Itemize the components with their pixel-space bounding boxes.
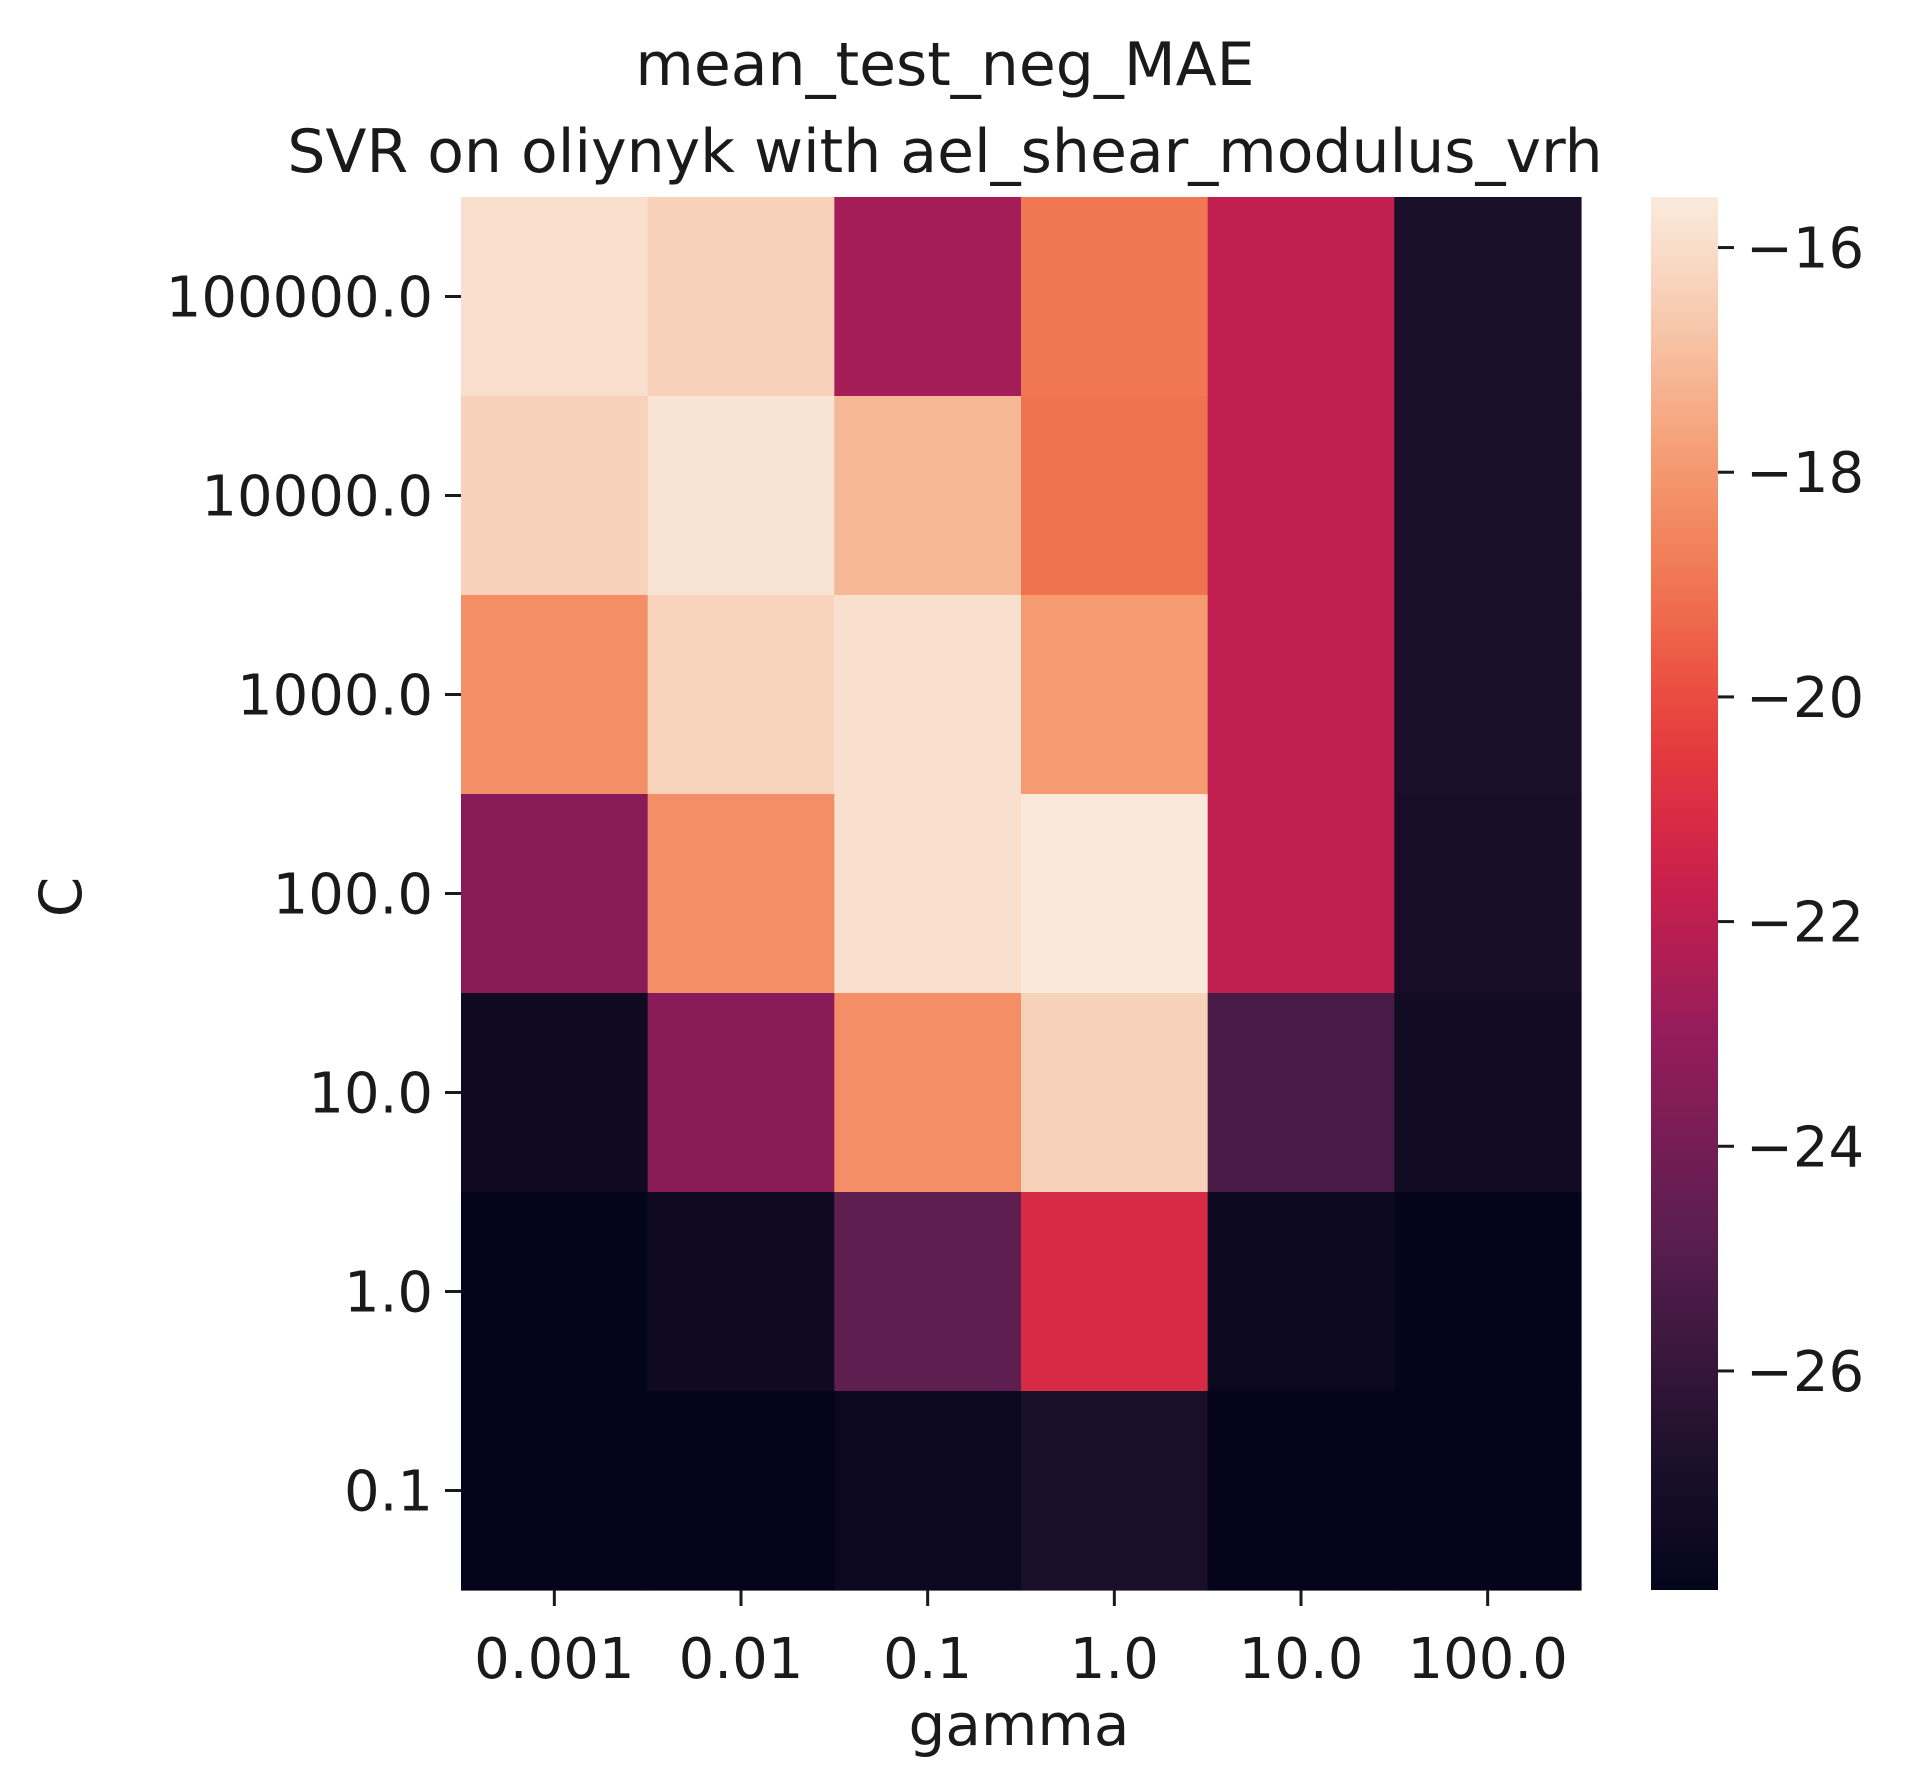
heatmap-cell [834,1192,1022,1392]
heatmap-cell [461,1391,649,1591]
heatmap-cell [1394,993,1582,1193]
heatmap-cell [1394,396,1582,596]
colorbar-ticks: −16 −18 −20 −22 −24 −26 [1718,217,1864,1405]
colorbar-tick-label: −26 [1746,1340,1864,1405]
heatmap-cell [834,993,1022,1193]
colorbar-tick-label: −16 [1746,217,1864,282]
heatmap-cell [1021,197,1209,397]
heatmap-cell [1021,794,1209,994]
x-tick-label: 10.0 [1239,1627,1364,1692]
y-tick-label: 100000.0 [166,266,433,331]
heatmap-cell [1394,1391,1582,1591]
heatmap-cell [1394,197,1582,397]
heatmap-cell [461,993,649,1193]
heatmap-cell [834,396,1022,596]
x-tick-label: 1.0 [1070,1627,1159,1692]
y-axis-label: C [27,877,95,918]
heatmap-cell [834,595,1022,795]
heatmap-cell [1207,595,1395,795]
heatmap-cell [1021,396,1209,596]
colorbar [1651,197,1718,1590]
heatmap-cell [461,794,649,994]
y-tick-label: 1000.0 [237,664,433,729]
heatmap-cell [647,993,835,1193]
heatmap-cell [461,396,649,596]
heatmap-cell [1207,396,1395,596]
heatmap-cell [1207,1391,1395,1591]
heatmap-cell [1207,993,1395,1193]
chart-subtitle: SVR on oliynyk with ael_shear_modulus_vr… [287,117,1602,187]
heatmap-cell [1207,197,1395,397]
heatmap-cell [1021,595,1209,795]
y-tick-label: 1.0 [344,1261,433,1326]
y-tick-label: 100.0 [273,863,433,928]
heatmap-cell [1021,1391,1209,1591]
heatmap-cell [834,1391,1022,1591]
colorbar-tick-label: −18 [1746,441,1864,506]
heatmap-cell [647,1192,835,1392]
x-tick-label: 0.01 [679,1627,804,1692]
colorbar-tick-label: −20 [1746,666,1864,731]
heatmap-cell [1021,993,1209,1193]
heatmap-cell [1207,794,1395,994]
x-tick-label: 0.001 [474,1627,634,1692]
y-axis-ticks: 100000.0 10000.0 1000.0 100.0 10.0 1.0 0.1 [166,266,461,1525]
heatmap-cell [647,1391,835,1591]
x-axis-label: gamma [909,1691,1130,1759]
heatmap-cell [647,197,835,397]
heatmap-cell [461,197,649,397]
colorbar-tick-label: −22 [1746,891,1864,956]
heatmap-cell [461,595,649,795]
heatmap-cell [1394,1192,1582,1392]
x-tick-label: 100.0 [1408,1627,1568,1692]
heatmap-cell [647,595,835,795]
y-tick-label: 10.0 [308,1062,433,1127]
chart-title: mean_test_neg_MAE [635,30,1254,100]
x-tick-label: 0.1 [883,1627,972,1692]
heatmap-cells [461,197,1582,1591]
heatmap-cell [1394,595,1582,795]
heatmap-cell [1207,1192,1395,1392]
heatmap-cell [1021,1192,1209,1392]
heatmap-cell [647,794,835,994]
colorbar-tick-label: −24 [1746,1115,1864,1180]
y-tick-label: 0.1 [344,1460,433,1525]
heatmap-cell [647,396,835,596]
heatmap-cell [1394,794,1582,994]
y-tick-label: 10000.0 [201,465,433,530]
heatmap-cell [834,197,1022,397]
heatmap-cell [461,1192,649,1392]
heatmap-cell [834,794,1022,994]
x-axis-ticks: 0.001 0.01 0.1 1.0 10.0 100.0 [474,1590,1568,1692]
